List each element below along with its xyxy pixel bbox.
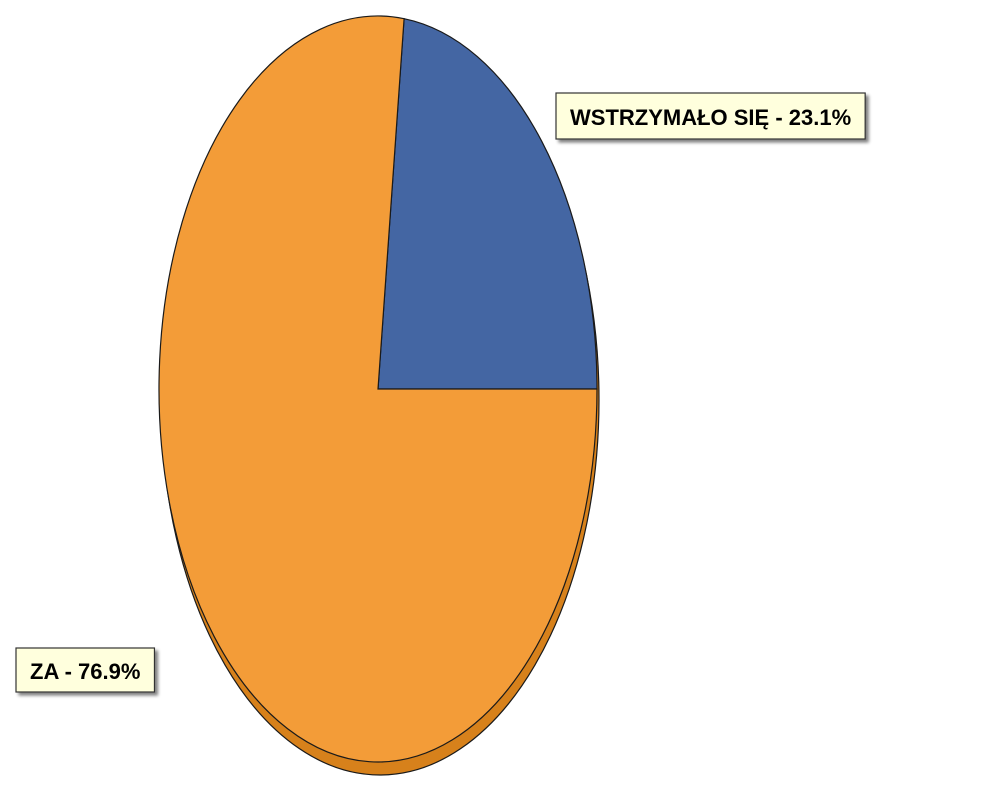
pie-slices [158,15,598,763]
slice-label-za: ZA - 76.9% [15,647,156,693]
slice-label-text: WSTRZYMAŁO SIĘ - 23.1% [570,105,851,130]
slice-label-text: ZA - 76.9% [30,659,140,684]
pie-slice-wstrzymalo [377,17,598,390]
slice-label-box [15,647,156,693]
slice-label-wstrzymalo: WSTRZYMAŁO SIĘ - 23.1% [555,92,866,140]
pie-slice-za [158,15,598,763]
slice-label-box [555,92,866,140]
